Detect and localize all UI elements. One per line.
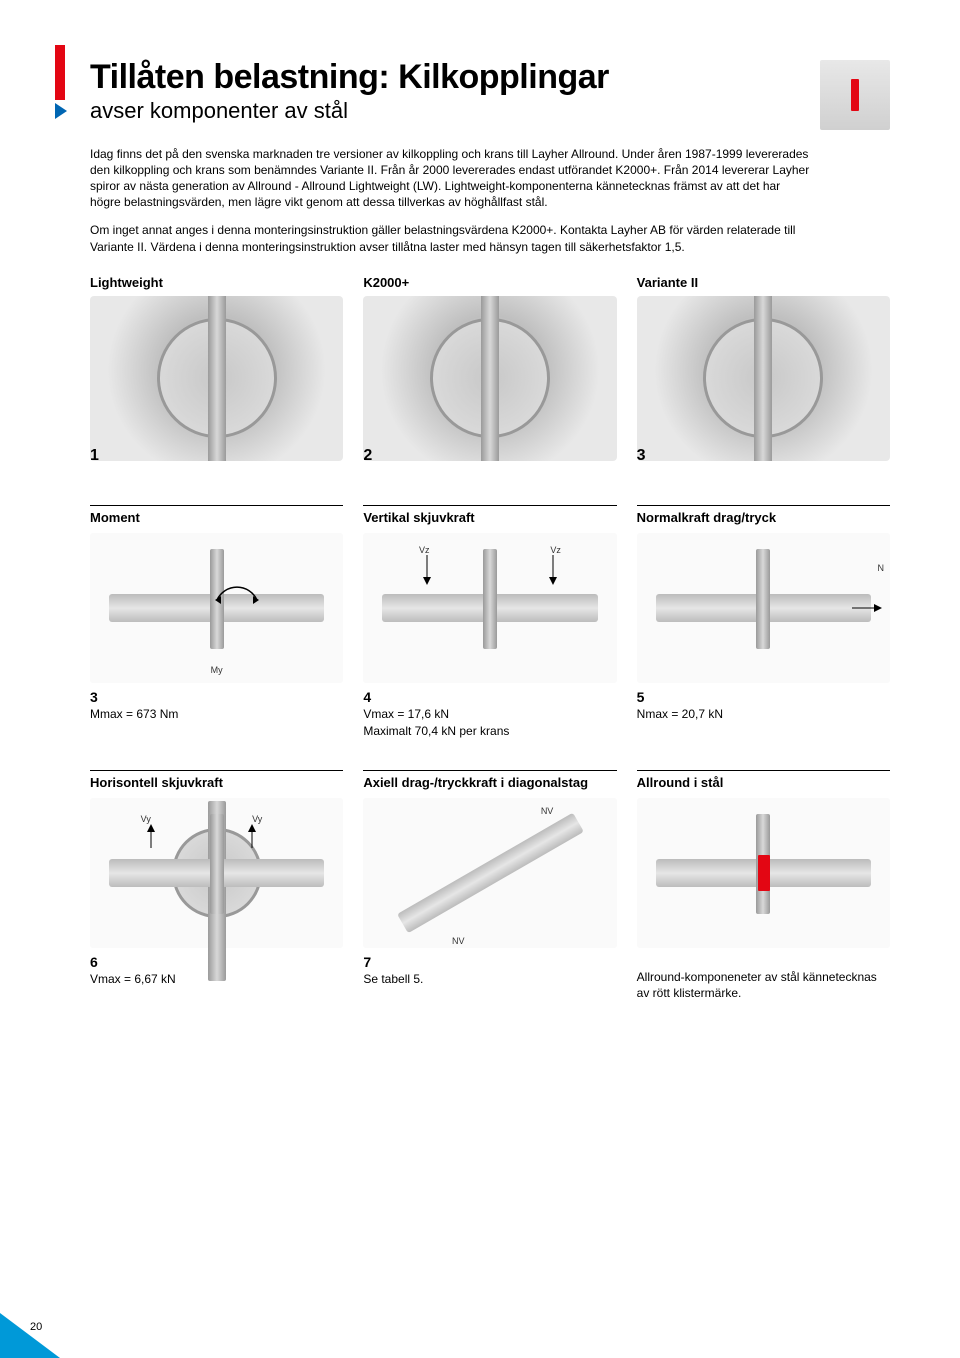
arrow-up-icon: [146, 824, 156, 848]
thumbnail-red-stripe-icon: [851, 79, 859, 111]
force-vertical-shear: Vertikal skjuvkraft Vz Vz 4 Vmax = 17,6 …: [363, 505, 616, 740]
force-diagram: My: [90, 533, 343, 683]
force-value: Nmax = 20,7 kN: [637, 707, 890, 723]
force-diagram: Vy Vy: [90, 798, 343, 948]
force-value: Vmax = 17,6 kN: [363, 707, 616, 723]
force-annotation: Vz: [550, 545, 561, 555]
moment-arc-icon: [212, 560, 262, 610]
force-annotation: Vy: [252, 814, 262, 824]
force-annotation: NV: [541, 806, 554, 816]
rosette-icon: [157, 318, 277, 438]
force-number: 7: [363, 954, 616, 970]
force-allround-steel: Allround i stål Allround-komponeneter av…: [637, 770, 890, 1001]
force-annotation: NV: [452, 936, 465, 946]
variant-label: K2000+: [363, 275, 616, 290]
page-title: Tillåten belastning: Kilkopplingar: [90, 60, 890, 96]
variant-number: 2: [363, 447, 372, 461]
force-annotation: My: [211, 665, 223, 675]
red-bar-icon: [55, 45, 65, 100]
variants-row: Lightweight 1 K2000+ 2 Variante II 3: [90, 275, 890, 461]
force-value: Allround-komponeneter av stål känneteckn…: [637, 970, 890, 1001]
force-annotation: N: [877, 563, 884, 573]
force-axial-diagonal: Axiell drag-/tryckkraft i diagonalstag N…: [363, 770, 616, 1001]
force-diagram: [637, 798, 890, 948]
force-annotation: Vy: [141, 814, 151, 824]
document-page: Tillåten belastning: Kilkopplingar avser…: [0, 0, 960, 1358]
rosette-icon: [703, 318, 823, 438]
force-value-2: Maximalt 70,4 kN per krans: [363, 724, 616, 740]
red-sticker-icon: [758, 855, 770, 891]
force-title: Vertikal skjuvkraft: [363, 505, 616, 525]
diagonal-bar-icon: [397, 813, 584, 933]
forces-row-2: Horisontell skjuvkraft Vy Vy 6 Vmax = 6,…: [90, 770, 890, 1001]
force-horizontal-shear: Horisontell skjuvkraft Vy Vy 6 Vmax = 6,…: [90, 770, 343, 1001]
arrow-right-icon: [852, 603, 882, 613]
variant-image: 1: [90, 296, 343, 461]
variant-label: Variante II: [637, 275, 890, 290]
force-title: Horisontell skjuvkraft: [90, 770, 343, 790]
paragraph-2: Om inget annat anges i denna monteringsi…: [90, 222, 810, 254]
arrow-up-icon: [247, 824, 257, 848]
variant-label: Lightweight: [90, 275, 343, 290]
force-diagram: Vz Vz: [363, 533, 616, 683]
force-diagram: NV NV: [363, 798, 616, 948]
variant-image: 2: [363, 296, 616, 461]
coupling-icon: [656, 594, 871, 622]
force-number: 5: [637, 689, 890, 705]
variant-card-lightweight: Lightweight 1: [90, 275, 343, 461]
header-thumbnail: [820, 60, 890, 130]
variant-number: 1: [90, 447, 99, 461]
variant-image: 3: [637, 296, 890, 461]
page-subtitle: avser komponenter av stål: [90, 98, 890, 124]
arrow-down-icon: [422, 555, 432, 585]
coupling-icon: [382, 594, 597, 622]
force-moment: Moment My 3 Mmax = 673 Nm: [90, 505, 343, 740]
variant-card-k2000: K2000+ 2: [363, 275, 616, 461]
force-title: Normalkraft drag/tryck: [637, 505, 890, 525]
force-title: Moment: [90, 505, 343, 525]
force-title: Allround i stål: [637, 770, 890, 790]
force-number: 3: [90, 689, 343, 705]
force-number: 4: [363, 689, 616, 705]
force-value: Se tabell 5.: [363, 972, 616, 988]
force-value: Mmax = 673 Nm: [90, 707, 343, 723]
variant-number: 3: [637, 447, 646, 461]
force-normal: Normalkraft drag/tryck N 5 Nmax = 20,7 k…: [637, 505, 890, 740]
paragraph-1: Idag finns det på den svenska marknaden …: [90, 146, 810, 211]
variant-card-variante2: Variante II 3: [637, 275, 890, 461]
rosette-icon: [430, 318, 550, 438]
blue-triangle-icon: [55, 103, 67, 119]
force-diagram: N: [637, 533, 890, 683]
arrow-down-icon: [548, 555, 558, 585]
force-annotation: Vz: [419, 545, 430, 555]
corner-triangle-icon: [0, 1313, 60, 1358]
coupling-icon: [109, 859, 324, 887]
side-marker: [55, 45, 69, 119]
force-title: Axiell drag-/tryckkraft i diagonalstag: [363, 770, 616, 790]
forces-row-1: Moment My 3 Mmax = 673 Nm Vertikal skjuv…: [90, 505, 890, 740]
intro-text: Idag finns det på den svenska marknaden …: [90, 146, 810, 255]
